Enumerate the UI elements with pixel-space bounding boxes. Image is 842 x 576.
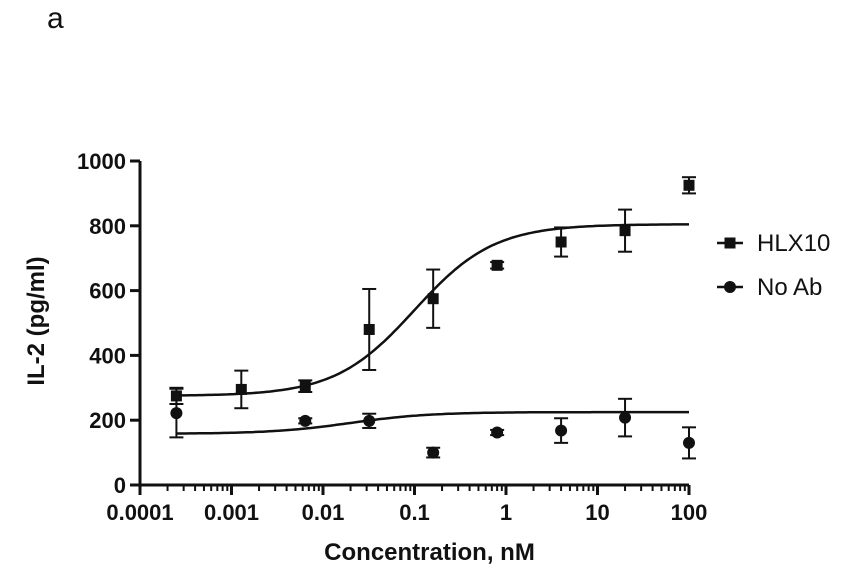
y-tick-label: 200 — [89, 408, 126, 433]
y-tick-label: 400 — [89, 343, 126, 368]
no-ab-point — [555, 424, 568, 437]
no-ab-legend-label: No Ab — [757, 274, 822, 301]
no-ab-point — [363, 414, 376, 427]
hlx10-point — [555, 236, 567, 248]
x-tick-label: 1 — [500, 500, 512, 525]
data-markers — [170, 179, 695, 459]
hlx10-legend-marker — [724, 237, 736, 249]
x-tick-label: 10 — [585, 500, 609, 525]
legend: HLX10 No Ab — [717, 230, 830, 301]
hlx10-point — [491, 259, 503, 271]
no-ab-point — [491, 426, 504, 439]
hlx10-point — [683, 179, 695, 191]
hlx10-point — [299, 380, 311, 392]
x-axis-title: Concentration, nM — [324, 539, 535, 566]
y-tick-label: 1000 — [77, 149, 126, 174]
x-tick-label: 0.01 — [302, 500, 345, 525]
hlx10-legend-label: HLX10 — [757, 230, 830, 257]
no-ab-point — [299, 414, 312, 427]
axes — [130, 159, 691, 495]
no-ab-fit-curve — [176, 410, 689, 435]
x-tick-label: 0.001 — [204, 500, 259, 525]
no-ab-point — [683, 436, 695, 449]
no-ab-point — [427, 446, 440, 459]
no-ab-point — [170, 407, 183, 420]
hlx10-point — [363, 323, 375, 335]
fit-curves — [176, 223, 689, 435]
hlx10-point — [235, 383, 247, 395]
tick-labels: 0 200 400 600 800 1000 0.0001 0.001 0.01 0.1 1 10 10… — [77, 149, 707, 525]
panel-label: a — [47, 2, 64, 35]
no-ab-point — [619, 411, 632, 424]
hlx10-point — [619, 225, 631, 237]
y-tick-label: 800 — [89, 214, 126, 239]
y-tick-label: 0 — [114, 473, 126, 498]
y-tick-label: 600 — [89, 279, 126, 304]
no-ab-legend-marker — [724, 281, 736, 293]
x-tick-label: 0.1 — [399, 500, 430, 525]
x-tick-label: 0.0001 — [106, 500, 173, 525]
hlx10-point — [427, 293, 439, 305]
hlx10-point — [170, 390, 182, 402]
x-tick-label: 100 — [671, 500, 708, 525]
y-axis-title: IL-2 (pg/ml) — [23, 256, 50, 385]
error-bars — [169, 176, 696, 460]
